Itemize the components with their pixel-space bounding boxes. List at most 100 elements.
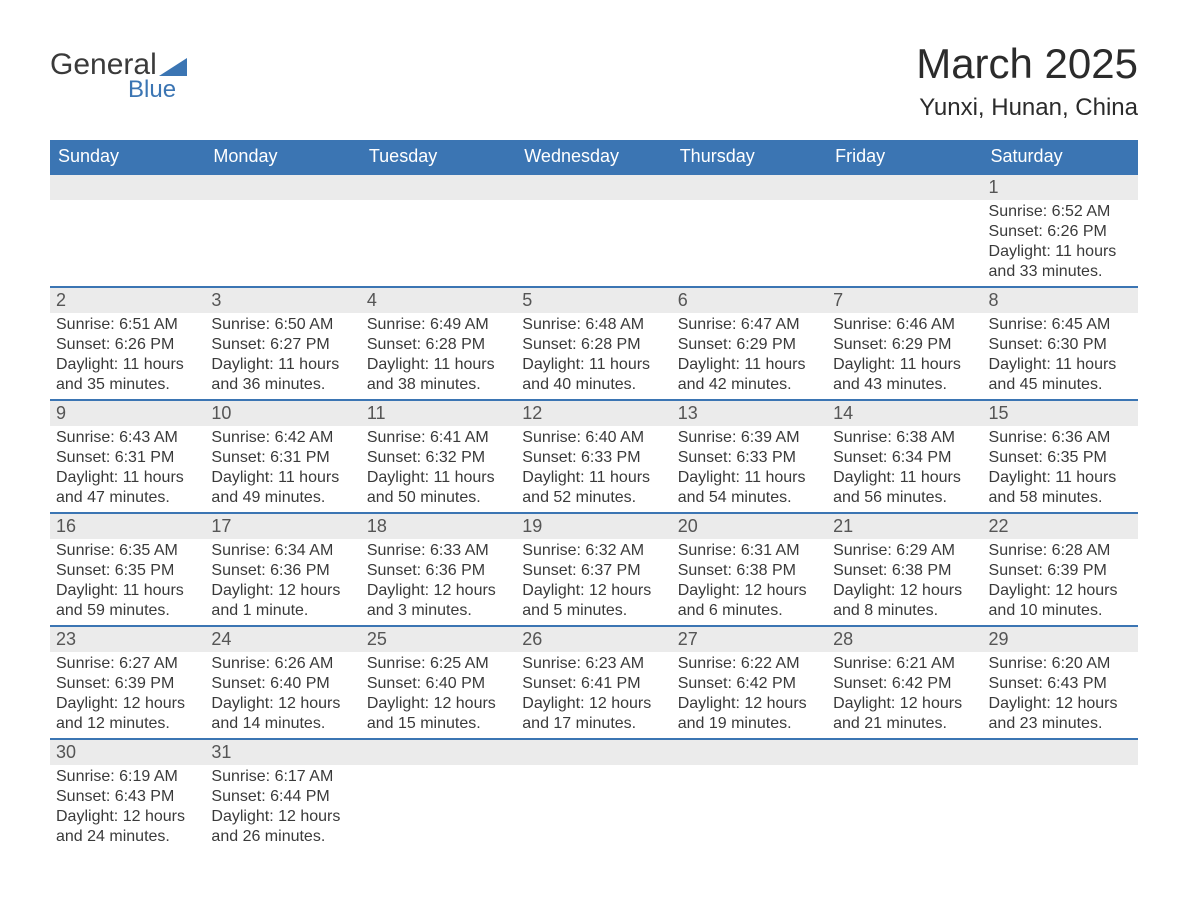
day-number: 24 [205, 627, 360, 652]
calendar-day-cell: 17Sunrise: 6:34 AMSunset: 6:36 PMDayligh… [205, 513, 360, 626]
day-number: 12 [516, 401, 671, 426]
day-data: Sunrise: 6:41 AMSunset: 6:32 PMDaylight:… [361, 426, 516, 512]
weekday-header: Saturday [983, 140, 1138, 174]
day-data: Sunrise: 6:52 AMSunset: 6:26 PMDaylight:… [983, 200, 1138, 286]
calendar-week-row: 9Sunrise: 6:43 AMSunset: 6:31 PMDaylight… [50, 400, 1138, 513]
day-number: 19 [516, 514, 671, 539]
day-number: 26 [516, 627, 671, 652]
day-number: 30 [50, 740, 205, 765]
calendar-day-cell: 31Sunrise: 6:17 AMSunset: 6:44 PMDayligh… [205, 739, 360, 851]
day-number: 18 [361, 514, 516, 539]
day-number: 1 [983, 175, 1138, 200]
day-data [516, 200, 671, 278]
calendar-day-cell [361, 739, 516, 851]
header: General Blue March 2025 Yunxi, Hunan, Ch… [50, 40, 1138, 122]
month-title: March 2025 [916, 40, 1138, 88]
weekday-header: Friday [827, 140, 982, 174]
calendar-day-cell [516, 174, 671, 287]
day-number: 7 [827, 288, 982, 313]
day-number: 2 [50, 288, 205, 313]
calendar-day-cell: 2Sunrise: 6:51 AMSunset: 6:26 PMDaylight… [50, 287, 205, 400]
calendar-week-row: 1Sunrise: 6:52 AMSunset: 6:26 PMDaylight… [50, 174, 1138, 287]
day-number: 16 [50, 514, 205, 539]
weekday-header: Monday [205, 140, 360, 174]
calendar-day-cell: 26Sunrise: 6:23 AMSunset: 6:41 PMDayligh… [516, 626, 671, 739]
day-data: Sunrise: 6:29 AMSunset: 6:38 PMDaylight:… [827, 539, 982, 625]
day-data: Sunrise: 6:47 AMSunset: 6:29 PMDaylight:… [672, 313, 827, 399]
calendar-week-row: 2Sunrise: 6:51 AMSunset: 6:26 PMDaylight… [50, 287, 1138, 400]
day-number: 11 [361, 401, 516, 426]
day-data: Sunrise: 6:19 AMSunset: 6:43 PMDaylight:… [50, 765, 205, 851]
day-data: Sunrise: 6:26 AMSunset: 6:40 PMDaylight:… [205, 652, 360, 738]
day-number: 8 [983, 288, 1138, 313]
day-number: 22 [983, 514, 1138, 539]
day-data: Sunrise: 6:46 AMSunset: 6:29 PMDaylight:… [827, 313, 982, 399]
day-data: Sunrise: 6:48 AMSunset: 6:28 PMDaylight:… [516, 313, 671, 399]
day-number [361, 175, 516, 200]
calendar-day-cell: 13Sunrise: 6:39 AMSunset: 6:33 PMDayligh… [672, 400, 827, 513]
day-data: Sunrise: 6:40 AMSunset: 6:33 PMDaylight:… [516, 426, 671, 512]
day-number [205, 175, 360, 200]
day-number: 9 [50, 401, 205, 426]
day-data: Sunrise: 6:32 AMSunset: 6:37 PMDaylight:… [516, 539, 671, 625]
calendar-day-cell: 28Sunrise: 6:21 AMSunset: 6:42 PMDayligh… [827, 626, 982, 739]
day-data: Sunrise: 6:39 AMSunset: 6:33 PMDaylight:… [672, 426, 827, 512]
title-block: March 2025 Yunxi, Hunan, China [916, 40, 1138, 122]
day-data: Sunrise: 6:51 AMSunset: 6:26 PMDaylight:… [50, 313, 205, 399]
day-number: 6 [672, 288, 827, 313]
calendar-day-cell: 5Sunrise: 6:48 AMSunset: 6:28 PMDaylight… [516, 287, 671, 400]
calendar-week-row: 16Sunrise: 6:35 AMSunset: 6:35 PMDayligh… [50, 513, 1138, 626]
weekday-header-row: Sunday Monday Tuesday Wednesday Thursday… [50, 140, 1138, 174]
day-number: 4 [361, 288, 516, 313]
day-data [50, 200, 205, 278]
day-number: 21 [827, 514, 982, 539]
calendar-week-row: 23Sunrise: 6:27 AMSunset: 6:39 PMDayligh… [50, 626, 1138, 739]
calendar-day-cell: 16Sunrise: 6:35 AMSunset: 6:35 PMDayligh… [50, 513, 205, 626]
day-data: Sunrise: 6:49 AMSunset: 6:28 PMDaylight:… [361, 313, 516, 399]
calendar-day-cell [672, 174, 827, 287]
day-data: Sunrise: 6:17 AMSunset: 6:44 PMDaylight:… [205, 765, 360, 851]
calendar-day-cell: 23Sunrise: 6:27 AMSunset: 6:39 PMDayligh… [50, 626, 205, 739]
day-data: Sunrise: 6:45 AMSunset: 6:30 PMDaylight:… [983, 313, 1138, 399]
day-number: 5 [516, 288, 671, 313]
day-data [672, 200, 827, 278]
calendar-day-cell: 19Sunrise: 6:32 AMSunset: 6:37 PMDayligh… [516, 513, 671, 626]
logo-text-2: Blue [128, 76, 187, 104]
day-data: Sunrise: 6:43 AMSunset: 6:31 PMDaylight:… [50, 426, 205, 512]
day-data: Sunrise: 6:42 AMSunset: 6:31 PMDaylight:… [205, 426, 360, 512]
calendar-day-cell: 8Sunrise: 6:45 AMSunset: 6:30 PMDaylight… [983, 287, 1138, 400]
calendar-day-cell: 24Sunrise: 6:26 AMSunset: 6:40 PMDayligh… [205, 626, 360, 739]
day-data: Sunrise: 6:31 AMSunset: 6:38 PMDaylight:… [672, 539, 827, 625]
calendar-day-cell [672, 739, 827, 851]
day-data [361, 200, 516, 278]
calendar-day-cell: 20Sunrise: 6:31 AMSunset: 6:38 PMDayligh… [672, 513, 827, 626]
calendar-day-cell: 11Sunrise: 6:41 AMSunset: 6:32 PMDayligh… [361, 400, 516, 513]
calendar-day-cell: 7Sunrise: 6:46 AMSunset: 6:29 PMDaylight… [827, 287, 982, 400]
day-number [672, 175, 827, 200]
calendar-day-cell [983, 739, 1138, 851]
calendar-day-cell: 30Sunrise: 6:19 AMSunset: 6:43 PMDayligh… [50, 739, 205, 851]
calendar-day-cell: 12Sunrise: 6:40 AMSunset: 6:33 PMDayligh… [516, 400, 671, 513]
calendar-day-cell: 1Sunrise: 6:52 AMSunset: 6:26 PMDaylight… [983, 174, 1138, 287]
day-number [516, 740, 671, 765]
day-number: 10 [205, 401, 360, 426]
calendar-day-cell: 21Sunrise: 6:29 AMSunset: 6:38 PMDayligh… [827, 513, 982, 626]
weekday-header: Sunday [50, 140, 205, 174]
day-number: 20 [672, 514, 827, 539]
day-data [827, 765, 982, 843]
day-number: 13 [672, 401, 827, 426]
day-data: Sunrise: 6:22 AMSunset: 6:42 PMDaylight:… [672, 652, 827, 738]
calendar-table: Sunday Monday Tuesday Wednesday Thursday… [50, 140, 1138, 851]
calendar-day-cell: 18Sunrise: 6:33 AMSunset: 6:36 PMDayligh… [361, 513, 516, 626]
day-number [50, 175, 205, 200]
day-number: 15 [983, 401, 1138, 426]
day-data: Sunrise: 6:38 AMSunset: 6:34 PMDaylight:… [827, 426, 982, 512]
day-number: 23 [50, 627, 205, 652]
calendar-day-cell [50, 174, 205, 287]
day-number: 25 [361, 627, 516, 652]
calendar-day-cell: 25Sunrise: 6:25 AMSunset: 6:40 PMDayligh… [361, 626, 516, 739]
day-number [827, 175, 982, 200]
calendar-day-cell: 29Sunrise: 6:20 AMSunset: 6:43 PMDayligh… [983, 626, 1138, 739]
day-number: 29 [983, 627, 1138, 652]
calendar-day-cell [827, 174, 982, 287]
